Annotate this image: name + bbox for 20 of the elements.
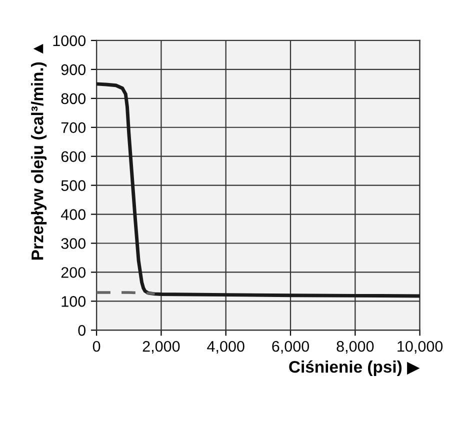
y-tick-label: 500 — [61, 180, 86, 191]
x-tick-label: 8,000 — [336, 340, 374, 354]
y-tick-label: 900 — [61, 64, 86, 76]
y-tick-label: 700 — [61, 122, 86, 134]
line-series — [96, 82, 420, 298]
y-axis-title: Przepływ oleju (cal³/min.) ▲ — [31, 44, 47, 260]
x-tick-label: 10,000 — [398, 340, 443, 354]
x-tick-label: 2,000 — [142, 340, 180, 354]
x-axis-title: Ciśnienie (psi) ▶ — [289, 360, 420, 376]
y-tick-label: 200 — [61, 267, 86, 278]
y-tick-label: 1000 — [53, 35, 86, 46]
y-tick-label: 600 — [61, 151, 86, 162]
y-tick-label: 300 — [61, 238, 86, 249]
x-tick-label: 6,000 — [272, 340, 310, 354]
y-tick-label: 400 — [60, 209, 86, 220]
y-tick-label: 800 — [61, 93, 86, 104]
x-tick-label: 0 — [92, 340, 100, 352]
x-tick-label: 4,000 — [207, 340, 244, 354]
y-tick-label: 100 — [62, 296, 86, 307]
y-tick-label: 0 — [78, 325, 86, 336]
